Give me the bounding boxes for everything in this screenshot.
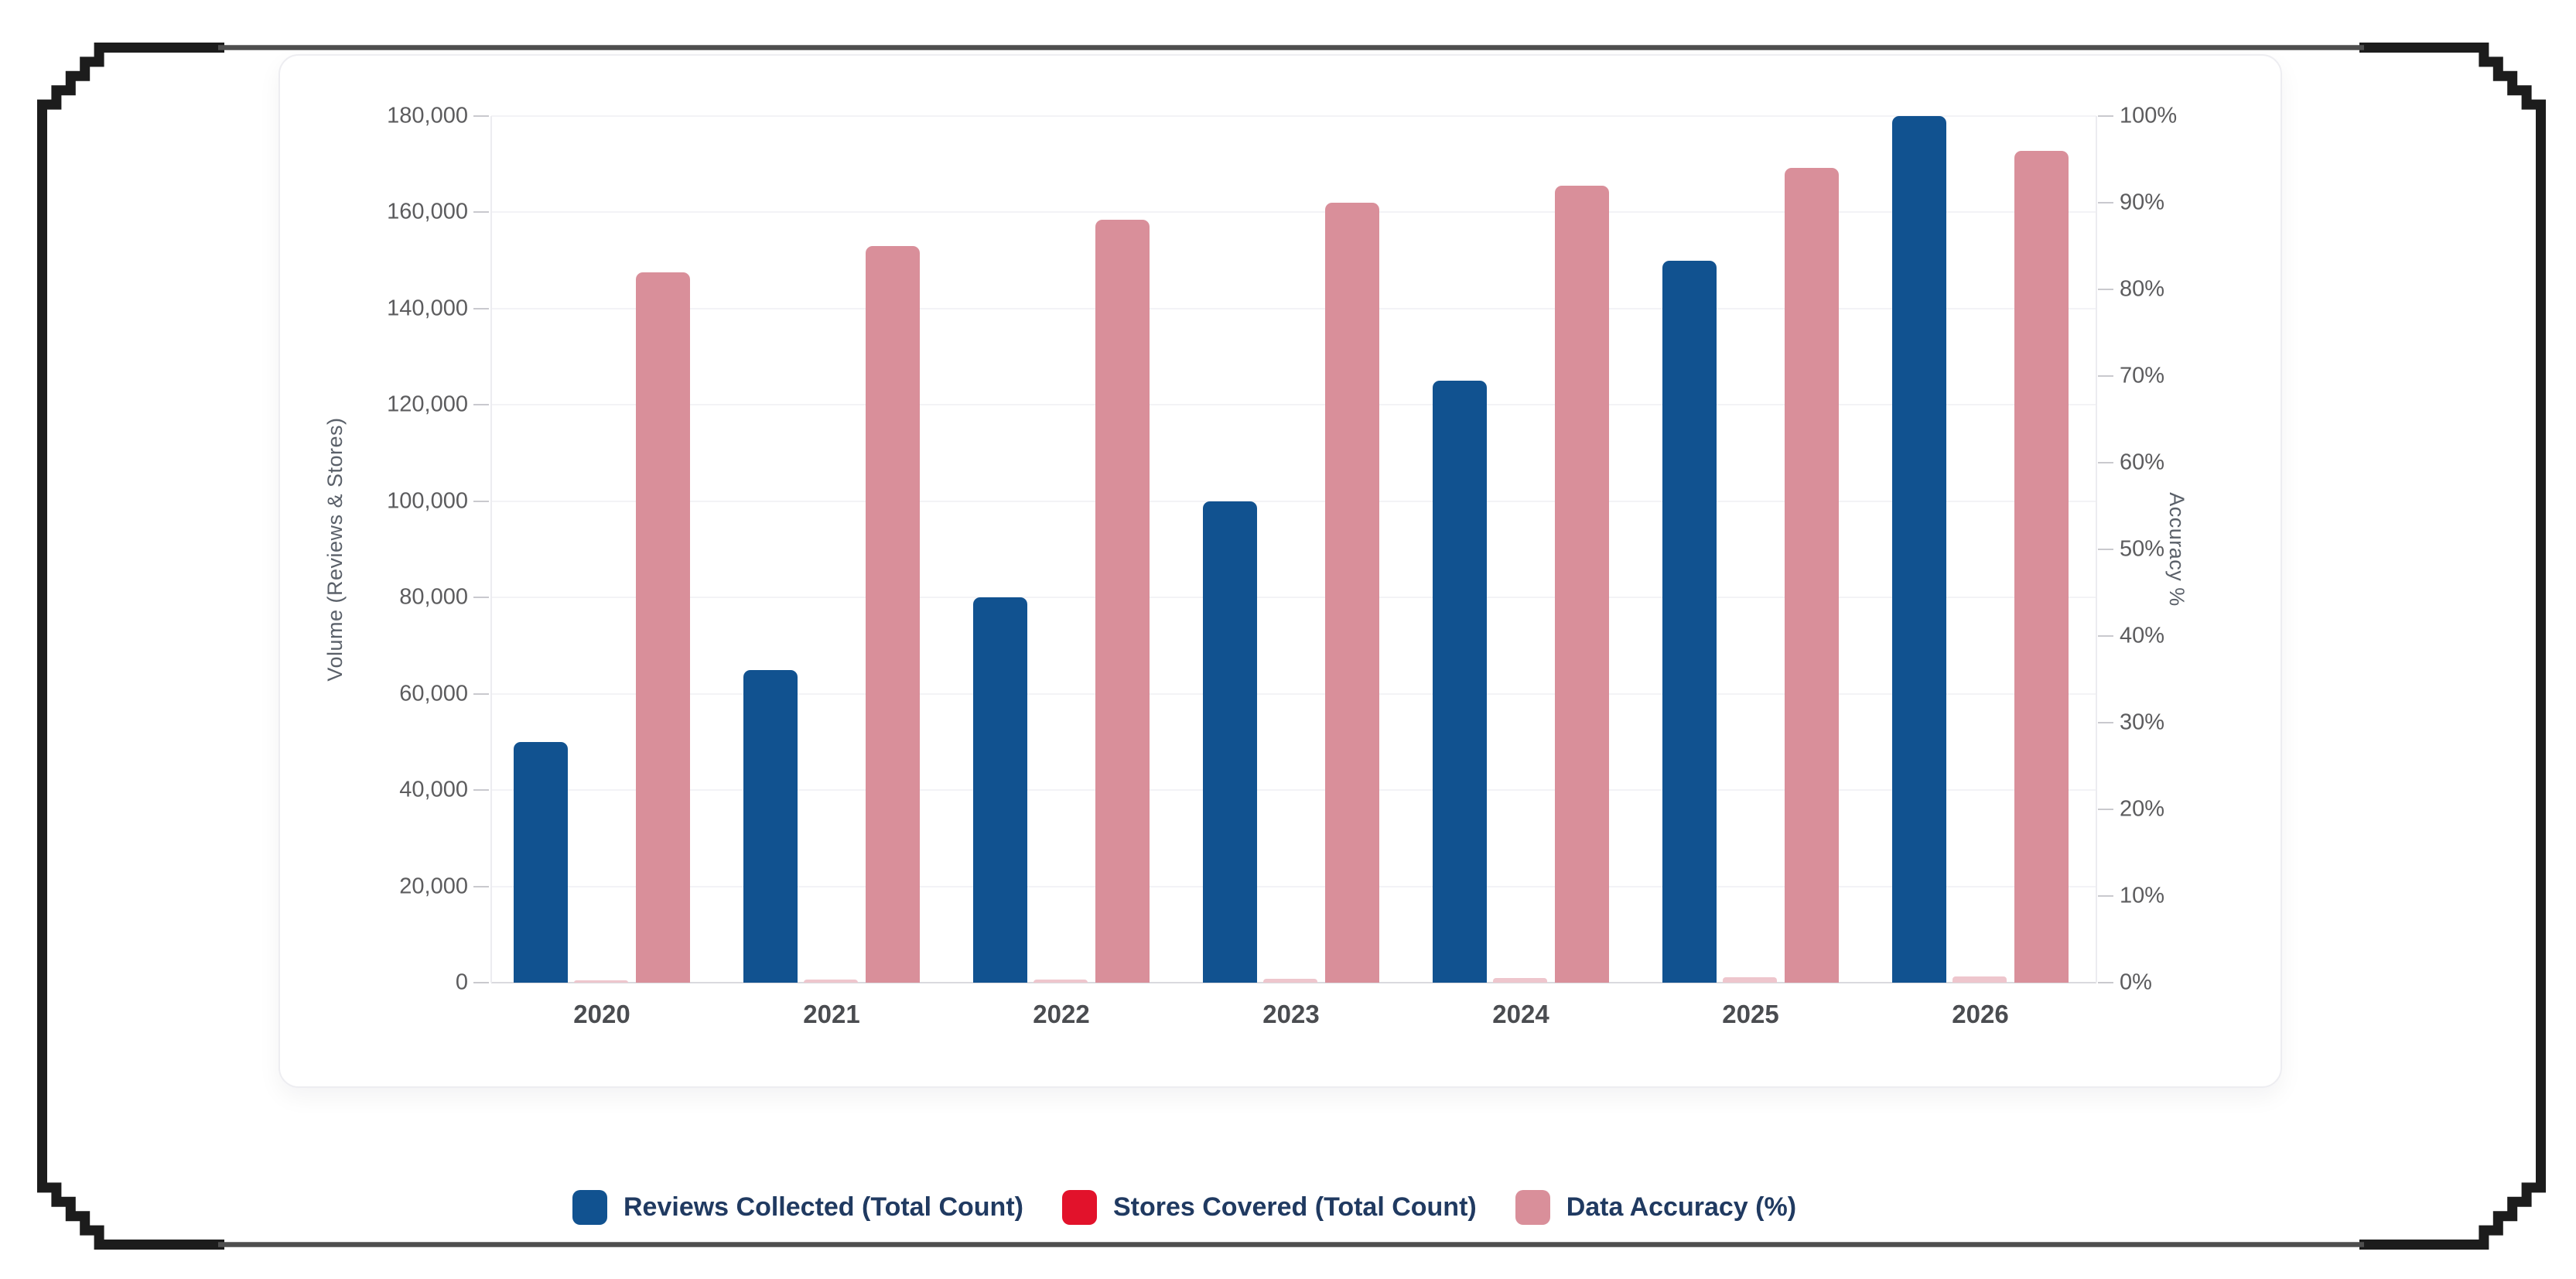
right-axis-tick-label: 100% [2120, 103, 2178, 128]
bar-stores-2022 [1033, 979, 1088, 983]
bar-data-2022 [1095, 220, 1150, 983]
left-axis-tick [473, 789, 489, 792]
gridline [491, 500, 2096, 502]
right-axis-tick-label: 80% [2120, 276, 2165, 302]
x-axis-category-label: 2025 [1722, 1000, 1779, 1028]
bar-stores-2021 [804, 980, 858, 983]
right-axis-tick-label: 60% [2120, 450, 2165, 475]
right-axis-tick [2098, 982, 2113, 983]
bar-data-2025 [1785, 168, 1839, 983]
left-axis-tick [473, 885, 489, 887]
bar-reviews-2021 [743, 669, 798, 983]
bar-data-2021 [866, 246, 920, 983]
legend-item-1[interactable]: Stores Covered (Total Count) [1061, 1190, 1477, 1225]
right-axis-tick [2098, 722, 2113, 723]
gridline [491, 115, 2096, 117]
bar-data-2024 [1555, 185, 1609, 983]
right-axis-tick-label: 20% [2120, 796, 2165, 822]
left-axis-tick [473, 211, 489, 214]
bar-reviews-2022 [973, 597, 1027, 983]
right-axis-tick-label: 70% [2120, 363, 2165, 388]
bar-stores-2024 [1493, 978, 1547, 983]
left-axis-tick [473, 115, 489, 117]
legend-label: Stores Covered (Total Count) [1112, 1192, 1477, 1222]
right-axis-tick-label: 50% [2120, 536, 2165, 562]
x-axis-category-label: 2020 [573, 1000, 630, 1028]
chart-legend: Reviews Collected (Total Count) Stores Co… [572, 1190, 1796, 1225]
left-axis-tick-label: 60,000 [399, 681, 468, 706]
left-axis-tick-label: 160,000 [387, 199, 468, 224]
gridline [491, 693, 2096, 695]
right-axis-tick [2098, 809, 2113, 810]
bar-reviews-2024 [1433, 381, 1487, 983]
right-axis-tick [2098, 895, 2113, 897]
x-axis-category-label: 2022 [1033, 1000, 1090, 1028]
bar-data-2023 [1325, 203, 1379, 983]
left-axis-tick-label: 120,000 [387, 392, 468, 417]
legend-item-2[interactable]: Data Accuracy (%) [1515, 1190, 1796, 1225]
left-axis-tick-label: 40,000 [399, 777, 468, 802]
left-axis-tick-label: 20,000 [399, 874, 468, 899]
left-axis-tick-label: 80,000 [399, 584, 468, 610]
legend-swatch-icon [1061, 1190, 1097, 1225]
right-axis-tick-label: 0% [2120, 970, 2152, 995]
bar-reviews-2023 [1203, 501, 1257, 983]
right-axis-tick-label: 40% [2120, 623, 2165, 648]
bar-reviews-2025 [1662, 260, 1717, 983]
gridline [491, 789, 2096, 792]
legend-label: Reviews Collected (Total Count) [624, 1192, 1023, 1222]
right-axis-tick [2098, 462, 2113, 463]
chart-card [278, 54, 2282, 1088]
legend-label: Data Accuracy (%) [1566, 1192, 1797, 1222]
x-axis-line [491, 982, 2096, 983]
bar-stores-2025 [1723, 977, 1777, 983]
left-axis-tick [473, 597, 489, 599]
gridline [491, 404, 2096, 406]
legend-swatch-icon [1515, 1190, 1550, 1225]
left-axis-tick [473, 404, 489, 406]
x-axis-category-label: 2023 [1262, 1000, 1320, 1028]
gridline [491, 307, 2096, 309]
right-axis-title: Accuracy % [2165, 492, 2188, 607]
right-axis-tick [2098, 202, 2113, 203]
left-axis-tick [473, 982, 489, 983]
bar-stores-2020 [574, 980, 628, 983]
right-axis-tick [2098, 549, 2113, 550]
right-axis-tick-label: 30% [2120, 710, 2165, 735]
left-axis-tick [473, 693, 489, 695]
left-axis-tick-label: 180,000 [387, 103, 468, 128]
right-axis-tick [2098, 375, 2113, 377]
left-axis-tick [473, 500, 489, 502]
left-axis-title: Volume (Reviews & Stores) [323, 417, 347, 682]
right-axis-tick [2098, 635, 2113, 637]
gridline [491, 211, 2096, 214]
gridline [491, 885, 2096, 887]
bar-reviews-2020 [514, 741, 568, 983]
right-axis-tick [2098, 115, 2113, 117]
gridline [491, 597, 2096, 599]
right-axis-tick-label: 10% [2120, 883, 2165, 908]
x-axis-category-label: 2024 [1492, 1000, 1549, 1028]
bar-stores-2023 [1263, 979, 1317, 983]
right-axis-tick [2098, 289, 2113, 290]
bar-reviews-2026 [1892, 116, 1946, 983]
x-axis-category-label: 2021 [803, 1000, 860, 1028]
left-axis-tick-label: 140,000 [387, 296, 468, 321]
right-axis-tick-label: 90% [2120, 190, 2165, 215]
bar-stores-2026 [1952, 976, 2007, 983]
left-axis-tick-label: 100,000 [387, 488, 468, 514]
left-axis-tick-label: 0 [455, 970, 468, 995]
x-axis-category-label: 2026 [1952, 1000, 2009, 1028]
bar-data-2026 [2014, 150, 2069, 983]
bar-data-2020 [636, 272, 690, 983]
plot-left-edge [490, 116, 492, 983]
legend-swatch-icon [572, 1190, 607, 1225]
plot-right-edge [2096, 116, 2097, 983]
left-axis-tick [473, 307, 489, 309]
legend-item-0[interactable]: Reviews Collected (Total Count) [572, 1190, 1023, 1225]
